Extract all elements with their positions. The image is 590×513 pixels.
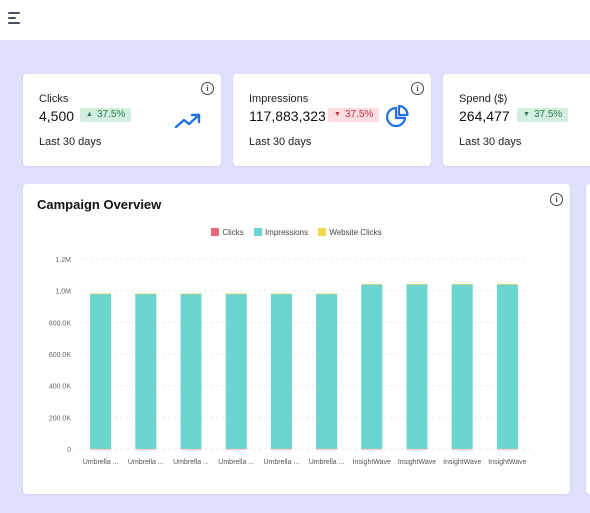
trending-up-icon xyxy=(174,113,201,129)
info-icon[interactable]: i xyxy=(550,193,563,206)
legend-item-clicks[interactable]: Clicks xyxy=(211,228,244,237)
arrow-down-icon: ▼ xyxy=(334,111,341,118)
change-badge: ▲ 37.5% xyxy=(80,108,132,122)
bar-clicks[interactable] xyxy=(496,448,518,450)
change-badge: ▼ 37.5% xyxy=(517,108,569,122)
legend-swatch xyxy=(253,228,262,236)
kpi-card-spend: Spend ($) 264,477 ▼ 37.5% Last 30 days xyxy=(443,74,590,166)
x-tick-label: InsightWave xyxy=(398,459,436,466)
x-tick-label: Umbrella ... xyxy=(128,459,164,466)
x-tick-label: Umbrella ... xyxy=(173,459,209,466)
kpi-label: Clicks xyxy=(39,93,69,105)
bar-impressions[interactable] xyxy=(225,293,247,449)
x-tick-label: Umbrella ... xyxy=(83,459,119,466)
kpi-label: Spend ($) xyxy=(459,93,508,105)
bar-clicks[interactable] xyxy=(451,448,473,450)
top-bar xyxy=(0,0,590,41)
y-tick-label: 800.0K xyxy=(49,320,72,327)
x-tick-label: InsightWave xyxy=(443,459,481,466)
bar-clicks[interactable] xyxy=(316,448,338,450)
x-tick-label: Umbrella ... xyxy=(218,459,254,466)
pie-chart-icon xyxy=(385,104,409,128)
campaign-overview-panel: Campaign Overview i Clicks Impressions W… xyxy=(23,184,570,494)
bar-website-clicks[interactable] xyxy=(316,293,338,295)
kpi-card-impressions: i Impressions 117,883,323 ▼ 37.5% Last 30… xyxy=(233,74,431,166)
legend-item-website-clicks[interactable]: Website Clicks xyxy=(318,228,382,237)
bar-website-clicks[interactable] xyxy=(361,284,383,285)
bar-impressions[interactable] xyxy=(135,293,157,449)
bar-impressions[interactable] xyxy=(270,293,292,449)
info-icon[interactable]: i xyxy=(201,82,214,95)
legend-swatch xyxy=(211,228,220,236)
bar-website-clicks[interactable] xyxy=(90,293,112,295)
bar-website-clicks[interactable] xyxy=(406,284,428,285)
bar-clicks[interactable] xyxy=(225,448,247,450)
y-tick-label: 1.0M xyxy=(55,289,71,296)
bar-clicks[interactable] xyxy=(180,448,202,450)
kpi-value: 4,500 xyxy=(39,108,75,124)
kpi-label: Impressions xyxy=(249,93,309,105)
panel-title: Campaign Overview xyxy=(37,197,162,212)
arrow-down-icon: ▼ xyxy=(523,111,530,118)
bar-impressions[interactable] xyxy=(406,284,428,449)
kpi-value: 117,883,323 xyxy=(249,108,326,124)
x-tick-label: InsightWave xyxy=(488,459,526,466)
bar-clicks[interactable] xyxy=(361,448,383,450)
bar-clicks[interactable] xyxy=(90,448,112,450)
bar-impressions[interactable] xyxy=(316,293,338,449)
info-icon[interactable]: i xyxy=(411,82,424,95)
chart-legend: Clicks Impressions Website Clicks xyxy=(23,228,570,237)
menu-icon[interactable] xyxy=(8,12,22,26)
y-tick-label: 1.2M xyxy=(55,257,71,264)
bar-website-clicks[interactable] xyxy=(270,293,292,295)
y-tick-label: 200.0K xyxy=(49,415,72,422)
change-badge: ▼ 37.5% xyxy=(328,108,380,122)
arrow-up-icon: ▲ xyxy=(86,111,93,118)
x-tick-label: InsightWave xyxy=(353,459,391,466)
bar-clicks[interactable] xyxy=(135,448,157,450)
kpi-card-clicks: i Clicks 4,500 ▲ 37.5% Last 30 days xyxy=(23,74,221,166)
bar-impressions[interactable] xyxy=(180,293,202,449)
campaign-bar-chart: 0 200.0K 400.0K 600.0K 800.0K 1.0M 1.2M Umbrell… xyxy=(49,257,530,466)
bar-website-clicks[interactable] xyxy=(496,284,518,285)
bar-clicks[interactable] xyxy=(270,448,292,450)
bar-clicks[interactable] xyxy=(406,448,428,450)
legend-item-impressions[interactable]: Impressions xyxy=(253,228,308,237)
x-tick-label: Umbrella ... xyxy=(264,459,300,466)
bar-website-clicks[interactable] xyxy=(225,293,247,295)
kpi-period: Last 30 days xyxy=(249,136,312,148)
kpi-period: Last 30 days xyxy=(459,136,522,148)
bar-impressions[interactable] xyxy=(451,284,473,449)
y-tick-label: 600.0K xyxy=(49,352,72,359)
side-panel xyxy=(586,184,590,494)
y-tick-label: 0 xyxy=(67,447,71,454)
bar-website-clicks[interactable] xyxy=(180,293,202,295)
bar-website-clicks[interactable] xyxy=(135,293,157,295)
kpi-period: Last 30 days xyxy=(39,136,102,148)
bar-impressions[interactable] xyxy=(361,284,383,449)
y-tick-label: 400.0K xyxy=(49,384,72,391)
bar-impressions[interactable] xyxy=(90,293,112,449)
bar-impressions[interactable] xyxy=(496,284,518,449)
legend-swatch xyxy=(318,228,327,236)
x-tick-label: Umbrella ... xyxy=(309,459,345,466)
kpi-value: 264,477 xyxy=(459,108,510,124)
bar-website-clicks[interactable] xyxy=(451,284,473,285)
